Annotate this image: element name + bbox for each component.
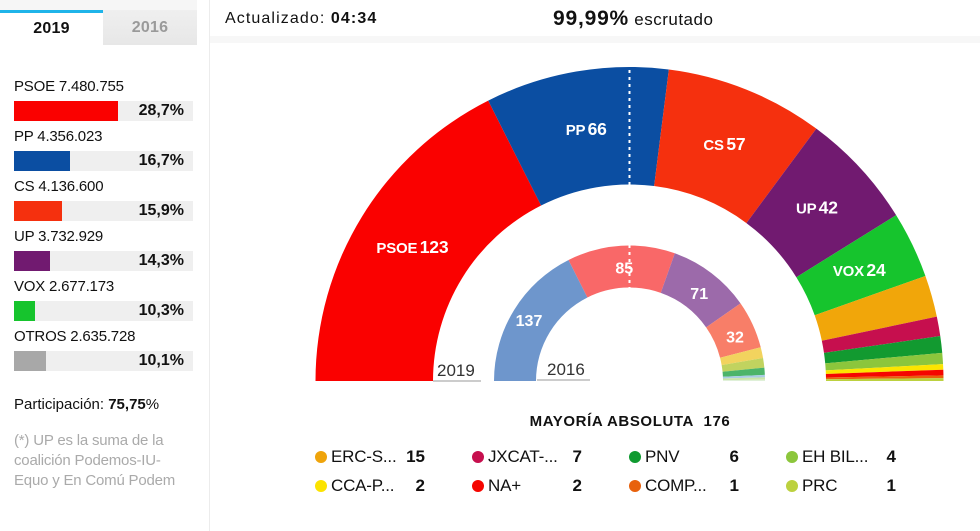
svg-text:137: 137 <box>516 313 543 330</box>
svg-text:85: 85 <box>615 261 633 278</box>
svg-text:CS 57: CS 57 <box>703 134 745 154</box>
svg-text:2016: 2016 <box>547 360 585 379</box>
svg-text:UP 42: UP 42 <box>796 198 838 218</box>
svg-text:32: 32 <box>726 330 744 347</box>
svg-text:2019: 2019 <box>437 361 475 380</box>
svg-text:71: 71 <box>690 286 708 303</box>
svg-text:VOX 24: VOX 24 <box>833 260 886 280</box>
svg-text:PP 66: PP 66 <box>566 119 607 139</box>
svg-text:PSOE 123: PSOE 123 <box>376 237 448 257</box>
